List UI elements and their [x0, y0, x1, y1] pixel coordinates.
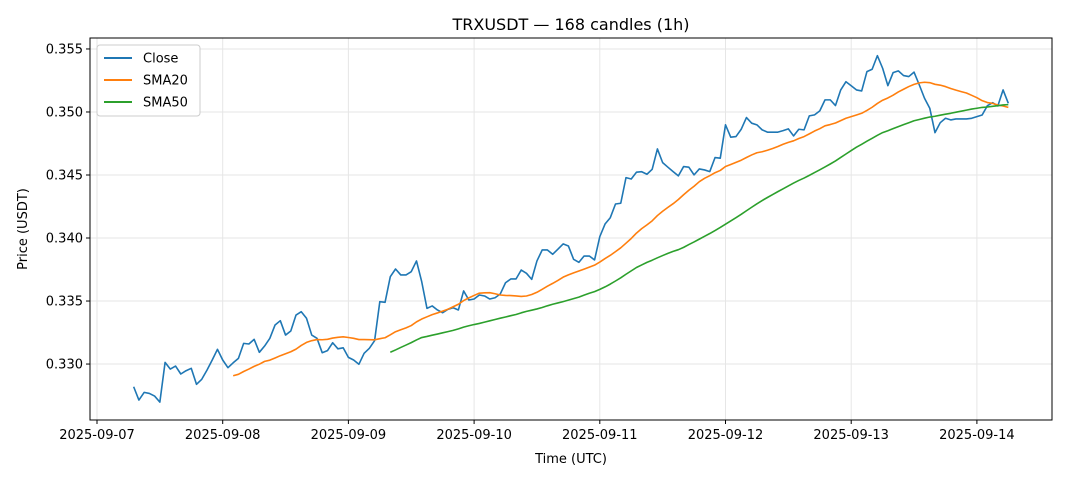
x-tick-label: 2025-09-13: [813, 428, 889, 443]
sma20-line: [232, 81, 1009, 377]
y-tick-label: 0.355: [46, 42, 83, 57]
y-tick-label: 0.340: [46, 232, 83, 247]
plot-frame: [89, 37, 1053, 421]
chart-title: TRXUSDT — 168 candles (1h): [451, 15, 689, 34]
y-tick-label: 0.335: [46, 295, 83, 310]
x-tick-label: 2025-09-09: [311, 428, 387, 443]
y-tick-label: 0.345: [46, 168, 83, 183]
x-tick-label: 2025-09-08: [185, 428, 261, 443]
legend-label-close: Close: [143, 52, 178, 67]
x-tick-label: 2025-09-11: [562, 428, 638, 443]
series-layer: [132, 54, 1010, 403]
sma50-line: [389, 103, 1009, 354]
x-axis: 2025-09-07 2025-09-08 2025-09-09 2025-09-10…: [59, 420, 1015, 443]
legend-box: [96, 44, 201, 117]
y-axis: 0.330 0.335 0.340 0.345 0.350 0.355: [46, 42, 90, 373]
legend-label-sma50: SMA50: [143, 96, 188, 111]
y-tick-label: 0.330: [46, 358, 83, 373]
y-tick-label: 0.350: [46, 105, 83, 120]
y-axis-label: Price (USDT): [16, 188, 31, 270]
grid: [90, 38, 1052, 420]
legend: Close SMA20 SMA50: [96, 44, 201, 117]
x-tick-label: 2025-09-14: [939, 428, 1015, 443]
x-tick-label: 2025-09-07: [59, 428, 135, 443]
x-axis-label: Time (UTC): [534, 452, 607, 467]
legend-label-sma20: SMA20: [143, 74, 188, 89]
x-tick-label: 2025-09-10: [436, 428, 512, 443]
close-line: [132, 54, 1010, 403]
x-tick-label: 2025-09-12: [688, 428, 764, 443]
